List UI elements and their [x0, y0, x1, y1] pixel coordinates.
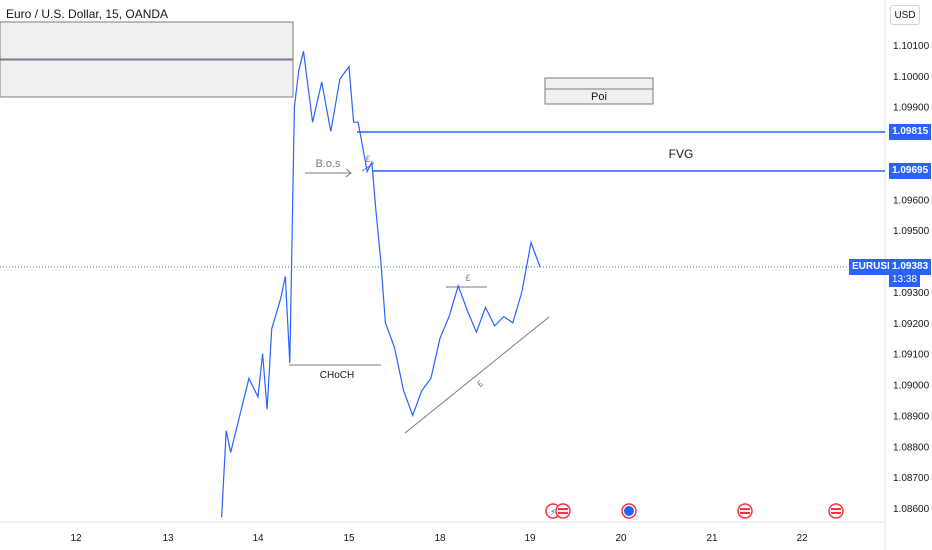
current-price-tag[interactable]: 1.09383 — [889, 259, 932, 275]
time-axis: 12 13 14 15 18 19 20 21 22 — [70, 533, 808, 544]
symbol-tag[interactable]: EURUSD — [849, 259, 898, 275]
fvg-marker: £ — [365, 154, 370, 164]
range-top-marker: £ — [465, 273, 470, 283]
y-tick-label: 1.08900 — [893, 411, 930, 422]
level-tag-1[interactable]: 1.09815 — [889, 124, 932, 140]
poi-label: Poi — [591, 91, 607, 103]
trendline-marker: £ — [475, 378, 485, 389]
y-tick-label: 1.08600 — [893, 504, 930, 515]
bos-arrowhead — [345, 168, 352, 178]
chart-title: Euro / U.S. Dollar, 15, OANDA — [6, 7, 169, 21]
fvg-label: FVG — [669, 147, 694, 161]
svg-text:⚡: ⚡ — [550, 508, 556, 518]
trendline-support — [404, 316, 550, 434]
x-tick-label: 21 — [706, 533, 718, 544]
x-tick-label: 22 — [796, 533, 808, 544]
poi-zone[interactable] — [544, 77, 654, 105]
event-icon-us-2[interactable] — [555, 503, 571, 519]
y-tick-label: 1.09600 — [893, 195, 930, 206]
price-axis: 1.10100 1.10000 1.09900 1.09600 1.09500 1.093… — [893, 41, 930, 515]
event-icon-eu[interactable] — [621, 503, 637, 519]
x-tick-label: 19 — [524, 533, 536, 544]
level-tag-2[interactable]: 1.09695 — [889, 163, 932, 179]
event-icon-us-3[interactable] — [737, 503, 753, 519]
y-tick-label: 1.09200 — [893, 319, 930, 330]
y-tick-label: 1.09900 — [893, 103, 930, 114]
overlay-box-top[interactable] — [0, 21, 294, 60]
x-tick-label: 12 — [70, 533, 82, 544]
event-icon-us-4[interactable] — [828, 503, 844, 519]
price-series-line — [221, 51, 541, 518]
y-tick-label: 1.08700 — [893, 473, 930, 484]
y-tick-label: 1.09000 — [893, 381, 930, 392]
x-tick-label: 14 — [252, 533, 264, 544]
x-tick-label: 13 — [162, 533, 174, 544]
overlay-box-bottom[interactable] — [0, 59, 294, 98]
y-tick-label: 1.09100 — [893, 350, 930, 361]
y-tick-label: 1.09300 — [893, 288, 930, 299]
countdown-tag: 13:38 — [889, 273, 921, 287]
y-tick-label: 1.08800 — [893, 442, 930, 453]
x-tick-label: 20 — [615, 533, 627, 544]
choch-label: CHoCH — [320, 370, 354, 381]
currency-button[interactable]: USD — [890, 5, 920, 25]
y-tick-label: 1.10000 — [893, 72, 930, 83]
y-tick-label: 1.09500 — [893, 226, 930, 237]
x-tick-label: 18 — [434, 533, 446, 544]
x-tick-label: 15 — [343, 533, 355, 544]
bos-label: B.o.s — [315, 158, 341, 170]
y-tick-label: 1.10100 — [893, 41, 930, 52]
